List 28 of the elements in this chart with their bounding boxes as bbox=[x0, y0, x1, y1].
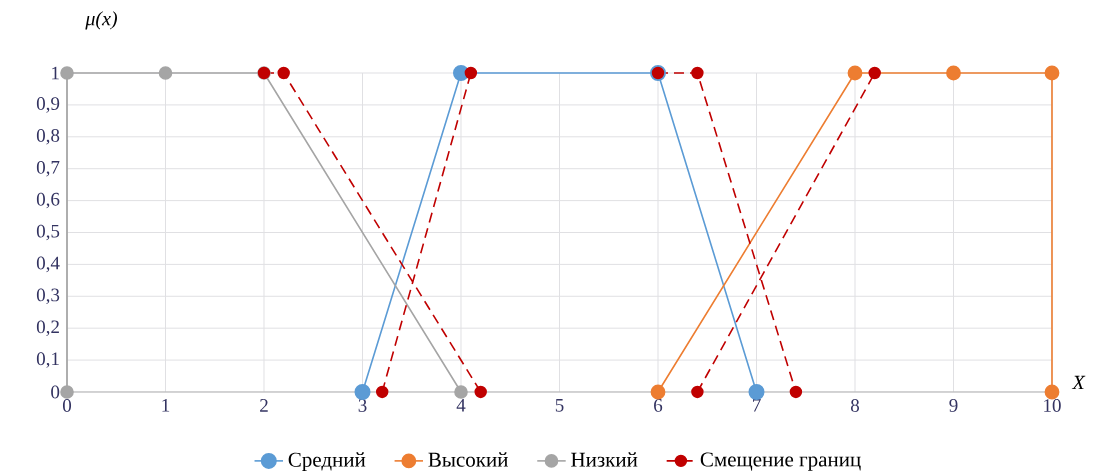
y-tick-label: 1 bbox=[52, 66, 59, 80]
x-tick-label: 2 bbox=[260, 399, 268, 412]
legend-label: Низкий bbox=[571, 452, 638, 467]
y-tick-label: 0,9 bbox=[36, 97, 60, 113]
x-tick-label: 10 bbox=[1044, 399, 1061, 412]
y-tick-label: 0 bbox=[51, 385, 60, 399]
y-tick-label: 0,5 bbox=[36, 224, 60, 241]
y-tick-label: 0,1 bbox=[36, 352, 59, 368]
x-tick-label: 9 bbox=[949, 399, 958, 412]
x-tick-label: 4 bbox=[456, 399, 466, 412]
legend-label: Смещение границ bbox=[700, 452, 861, 471]
x-tick-label: 3 bbox=[358, 399, 367, 412]
legend-label: Высокий bbox=[428, 452, 508, 467]
y-tick-label: 0,6 bbox=[36, 192, 60, 209]
x-tick-label: 6 bbox=[654, 399, 663, 412]
x-tick-label: 8 bbox=[850, 399, 860, 412]
x-tick-label: 7 bbox=[753, 399, 761, 412]
legend-label: Средний bbox=[288, 452, 366, 472]
y-tick-label: 0,4 bbox=[36, 256, 60, 273]
x-axis-title: X bbox=[1071, 375, 1086, 389]
y-tick-label: 0,3 bbox=[36, 288, 60, 305]
x-tick-label: 5 bbox=[555, 399, 564, 412]
y-tick-label: 0,7 bbox=[36, 160, 60, 177]
x-tick-label: 0 bbox=[62, 399, 72, 412]
y-tick-label: 0,8 bbox=[36, 129, 60, 145]
x-tick-label: 1 bbox=[162, 399, 170, 412]
y-axis-title: μ(x) bbox=[85, 11, 117, 30]
y-tick-label: 0,2 bbox=[36, 320, 59, 336]
